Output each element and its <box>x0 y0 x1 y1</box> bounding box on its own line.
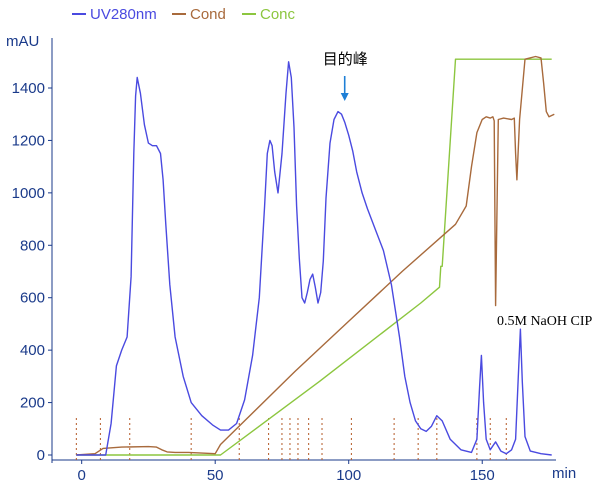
target-peak-label: 目的峰 <box>323 50 368 68</box>
series-layer <box>76 55 555 456</box>
legend-label-uv280nm: UV280nm <box>90 6 157 23</box>
y-tick-label-1000: 1000 <box>12 185 45 202</box>
y-tick-label-1200: 1200 <box>12 132 45 149</box>
target-peak-arrow-head <box>340 93 349 101</box>
y-tick-label-1400: 1400 <box>12 80 45 97</box>
x-tick-label-50: 50 <box>207 467 224 484</box>
y-tick-label-200: 200 <box>20 395 45 412</box>
axes: 0 200 400 600 800 1000 1200 1400 0 50 100 150 <box>12 38 556 484</box>
legend-label-conc: Conc <box>260 6 296 23</box>
x-tick-label-100: 100 <box>336 467 361 484</box>
x-tick-label-0: 0 <box>78 467 86 484</box>
cip-label: 0.5M NaOH CIP <box>497 314 592 329</box>
y-tick-label-400: 400 <box>20 342 45 359</box>
x-tick-label-150: 150 <box>470 467 495 484</box>
legend: UV280nm Cond Conc <box>72 6 296 23</box>
annotations: 目的峰 0.5M NaOH CIP <box>323 50 593 329</box>
series-line-cond <box>76 55 555 456</box>
x-axis-label: min <box>552 465 576 482</box>
series-line-uv280nm <box>76 61 552 456</box>
legend-label-cond: Cond <box>190 6 226 23</box>
series-line-conc <box>76 58 552 456</box>
y-tick-label-600: 600 <box>20 290 45 307</box>
y-tick-label-800: 800 <box>20 237 45 254</box>
y-tick-label-0: 0 <box>37 447 45 464</box>
y-axis-label: mAU <box>6 33 39 50</box>
